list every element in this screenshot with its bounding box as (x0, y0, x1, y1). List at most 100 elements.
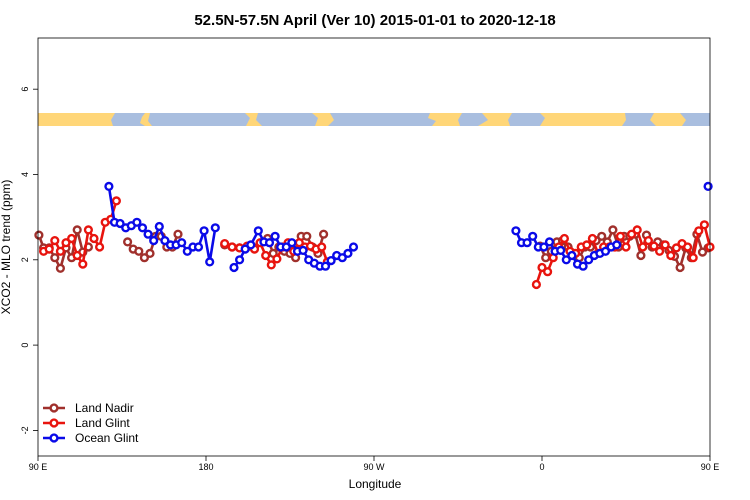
data-point (621, 242, 631, 252)
data-point (608, 225, 618, 235)
data-point (287, 238, 297, 248)
data-point (638, 242, 648, 252)
data-point (137, 223, 148, 233)
data-point (122, 237, 133, 247)
y-axis-label: XCO2 - MLO trend (ppm) (0, 180, 13, 315)
coastline-map-band (38, 113, 710, 126)
data-point (582, 240, 592, 250)
data-point (44, 244, 54, 254)
sea-patch (328, 113, 436, 126)
data-point (227, 242, 237, 252)
data-point (542, 267, 553, 277)
data-point (337, 253, 347, 263)
data-point (104, 181, 114, 192)
data-point (134, 246, 144, 256)
data-point (567, 250, 577, 261)
x-tick-label: 90 E (29, 462, 48, 472)
data-point (643, 236, 654, 246)
x-tick-label: 90 W (363, 462, 385, 472)
data-point (55, 246, 66, 256)
data-point (229, 262, 239, 273)
data-point (615, 231, 626, 241)
data-point (544, 237, 555, 247)
data-point (703, 181, 713, 192)
data-point (55, 263, 66, 273)
data-point (132, 217, 142, 227)
data-point (139, 253, 150, 263)
sea-patch (622, 113, 656, 126)
data-point (597, 231, 607, 241)
legend-marker (49, 418, 59, 428)
data-point (584, 255, 594, 265)
data-point (666, 250, 676, 261)
data-point (697, 247, 708, 257)
data-point (173, 229, 183, 239)
data-point (235, 255, 245, 265)
x-tick-label: 90 E (701, 462, 720, 472)
sea-patch (148, 113, 250, 126)
data-point (89, 233, 99, 244)
data-point (578, 261, 588, 271)
data-point (694, 226, 704, 236)
data-point (636, 250, 646, 261)
data-point (264, 238, 275, 248)
data-point (587, 233, 598, 244)
y-tick-label: -2 (20, 426, 30, 434)
data-point (160, 236, 170, 246)
x-axis-label: Longitude (349, 477, 402, 491)
data-point (50, 253, 60, 263)
data-point (556, 245, 566, 256)
data-point (193, 242, 204, 252)
data-point (149, 236, 159, 246)
data-point (266, 260, 276, 270)
data-point (154, 221, 164, 232)
sea-patch (111, 113, 145, 126)
data-point (34, 230, 44, 240)
data-point (537, 262, 547, 273)
data-point (539, 242, 549, 252)
data-point (343, 248, 353, 259)
data-point (612, 240, 622, 250)
data-point (348, 242, 359, 252)
data-point (199, 226, 209, 236)
data-point (72, 250, 82, 261)
data-point (511, 226, 521, 236)
data-point (528, 231, 538, 241)
data-point (688, 253, 698, 263)
sea-patch (508, 113, 545, 126)
data-point (220, 239, 230, 249)
series-group (34, 181, 715, 290)
data-point (600, 246, 611, 256)
data-point (302, 231, 312, 241)
data-point (272, 254, 282, 264)
axes: 90 E 180 90 W 0 90 E -2 0 2 4 6 (20, 87, 719, 472)
data-point (675, 262, 685, 273)
data-point (660, 240, 670, 250)
data-point (145, 248, 155, 259)
data-point (326, 256, 336, 266)
legend-marker (49, 433, 59, 443)
data-point (205, 257, 215, 267)
data-point (78, 259, 88, 269)
data-point (649, 241, 659, 251)
data-point (61, 238, 71, 248)
data-point (72, 225, 82, 235)
sea-patch (256, 113, 318, 126)
data-point (319, 229, 329, 239)
data-point (115, 218, 125, 229)
data-point (94, 242, 105, 252)
data-point (559, 233, 570, 244)
sea-patch (680, 113, 710, 126)
legend-label: Ocean Glint (75, 431, 139, 445)
data-point (182, 246, 192, 256)
data-point (143, 229, 153, 239)
plot-frame (37, 37, 711, 457)
sea-patch (458, 113, 488, 126)
data-point (522, 238, 532, 248)
data-point (654, 246, 665, 256)
legend-label: Land Nadir (75, 401, 134, 415)
data-point (111, 196, 122, 206)
data-point (541, 253, 551, 263)
